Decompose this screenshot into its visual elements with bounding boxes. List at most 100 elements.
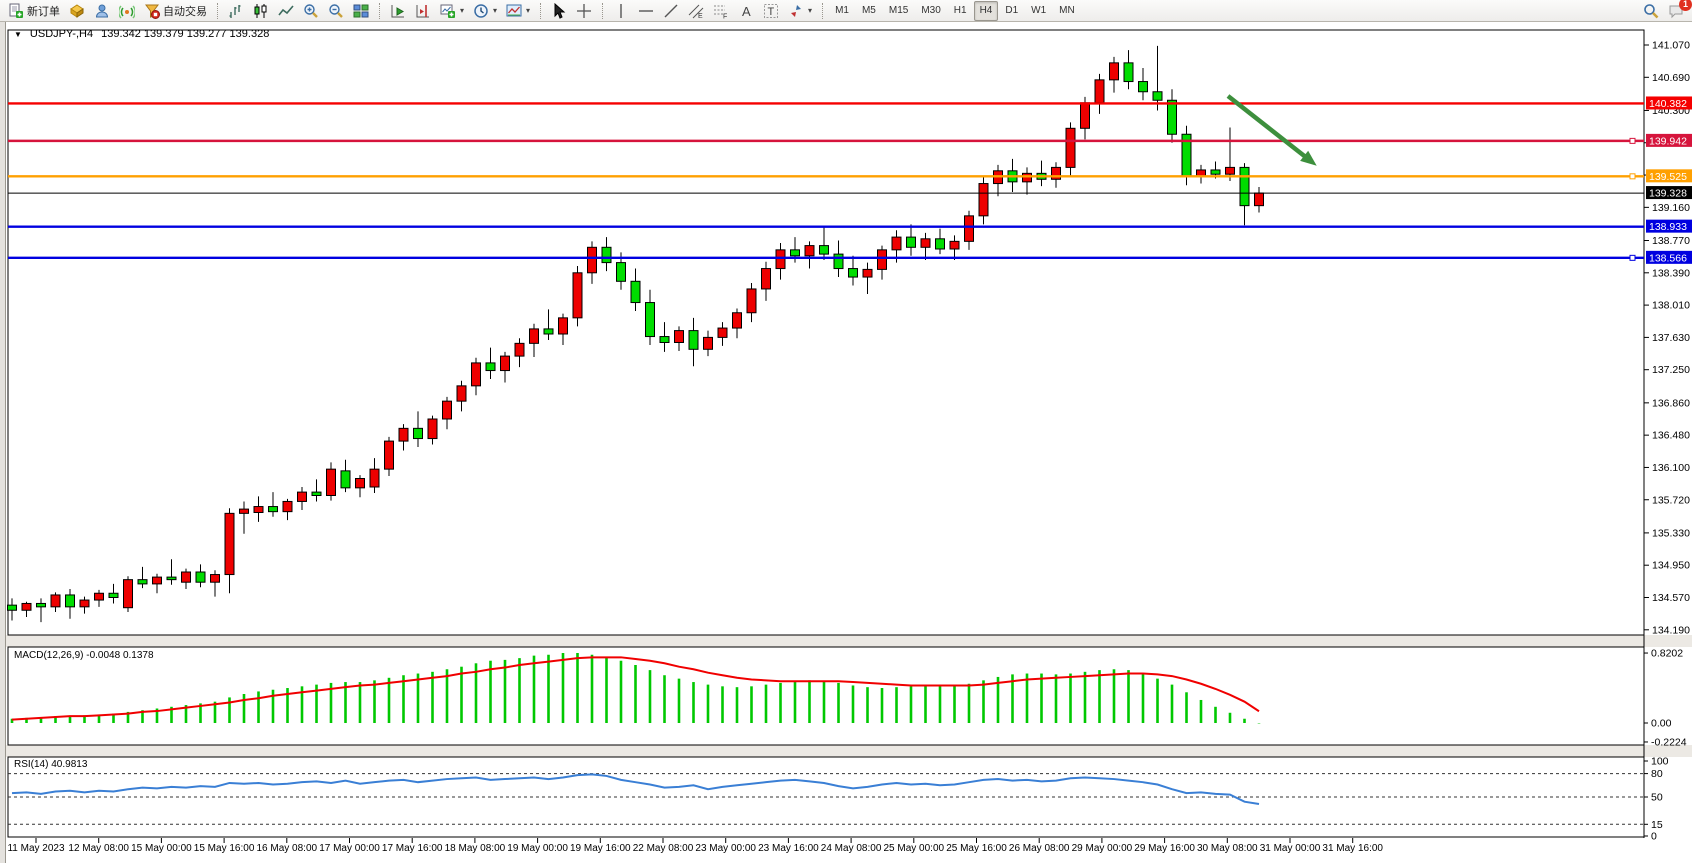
time-axis-label: 31 May 00:00	[1260, 843, 1321, 854]
svg-text:139.160: 139.160	[1652, 202, 1690, 214]
vertical-line-button[interactable]	[609, 1, 633, 21]
bear-candle	[833, 253, 844, 270]
trendline-button[interactable]	[659, 1, 683, 21]
bull-candle	[674, 330, 684, 344]
candlesticks	[7, 45, 1264, 623]
bull-candle	[703, 336, 713, 350]
timeframe-button-h1[interactable]: H1	[953, 5, 967, 16]
new-order-button[interactable]: 新订单	[4, 1, 64, 21]
chart-shift-button[interactable]	[411, 1, 435, 21]
bear-candle	[7, 604, 17, 611]
period-dropdown[interactable]: ▾	[469, 1, 501, 21]
crosshair-button[interactable]	[572, 1, 596, 21]
timeframe-button-m1[interactable]: M1	[835, 5, 849, 16]
new-chart-dropdown[interactable]: ▾	[436, 1, 468, 21]
timeframe-button-m5[interactable]: M5	[861, 5, 876, 16]
timeframe-button-m15[interactable]: M15	[888, 5, 909, 16]
time-axis[interactable]: 11 May 2023 12 May 08:00 15 May 00:00 15 Ma…	[7, 838, 1383, 854]
profile-button[interactable]	[90, 1, 114, 21]
bull-candle	[224, 512, 235, 576]
search-button[interactable]	[1639, 1, 1663, 21]
dropdown-caret-icon[interactable]: ▾	[526, 6, 531, 15]
bull-candle	[94, 592, 104, 601]
bear-candle	[1123, 62, 1134, 83]
autotrading-button[interactable]: 自动交易	[140, 1, 211, 21]
notification-badge: 1	[1679, 0, 1692, 11]
macd-pane: 0.8202 0.00 -0.2224	[10, 648, 1687, 748]
newchart-icon	[440, 3, 456, 19]
horizontal-lines: 140.382 139.942 139.525 139.328 138.933 138.5…	[8, 96, 1692, 264]
line-handle[interactable]	[1629, 173, 1636, 180]
dropdown-caret-icon[interactable]: ▾	[493, 6, 498, 15]
bull-candle	[732, 312, 742, 329]
candlestick-button[interactable]	[249, 1, 273, 21]
arrows-dropdown[interactable]: ▾	[784, 1, 816, 21]
bear-candle	[630, 280, 641, 304]
time-axis-label: 26 May 08:00	[1009, 843, 1070, 854]
channel-button[interactable]: E	[684, 1, 708, 21]
tiles-icon	[353, 3, 369, 19]
bull-candle	[1022, 172, 1032, 183]
svg-text:141.070: 141.070	[1652, 40, 1690, 52]
timeframe-button-w1[interactable]: W1	[1031, 5, 1047, 16]
svg-text:138.566: 138.566	[1649, 252, 1687, 264]
fibonacci-button[interactable]: F	[709, 1, 733, 21]
price-line-label	[1646, 169, 1692, 183]
signals-button[interactable]	[115, 1, 139, 21]
bull-candle	[384, 440, 394, 470]
dropdown-caret-icon[interactable]: ▾	[808, 6, 813, 15]
dropdown-caret-icon[interactable]: ▾	[460, 6, 465, 15]
timeframe-button-d1[interactable]: D1	[1005, 5, 1019, 16]
svg-text:135.330: 135.330	[1652, 527, 1690, 539]
svg-text:80: 80	[1651, 768, 1663, 780]
trend-arrow-annotation[interactable]	[1226, 94, 1317, 166]
bar-chart-button[interactable]	[224, 1, 248, 21]
timeframe-button-mn[interactable]: MN	[1059, 5, 1075, 16]
time-axis-label: 31 May 16:00	[1322, 843, 1383, 854]
svg-text:-0.2224: -0.2224	[1651, 736, 1687, 748]
zoom-in-button[interactable]	[299, 1, 323, 21]
line-chart-button[interactable]	[274, 1, 298, 21]
toolbar-separator	[376, 2, 383, 20]
cursor-button[interactable]	[547, 1, 571, 21]
text-button[interactable]: A	[734, 1, 758, 21]
line-handle[interactable]	[1629, 137, 1636, 144]
pane-divider[interactable]	[0, 635, 1692, 647]
bull-candle	[50, 594, 61, 608]
auto-scroll-button[interactable]	[386, 1, 410, 21]
collapse-triangle-icon[interactable]: ▼	[14, 29, 22, 39]
text-label-button[interactable]: T	[759, 1, 783, 21]
ohlc-values: 139.342 139.379 139.277 139.328	[101, 28, 270, 40]
bull-candle	[79, 599, 90, 608]
time-axis-label: 15 May 00:00	[131, 843, 192, 854]
zoom-out-button[interactable]	[324, 1, 348, 21]
svg-text:100: 100	[1651, 756, 1669, 768]
bull-candle	[253, 506, 264, 513]
crosshair-icon	[576, 3, 592, 19]
price-chart[interactable]: 141.070140.690140.300139.920139.540139.1…	[0, 22, 1692, 863]
bear-candle	[1167, 99, 1177, 135]
line-handle[interactable]	[1629, 254, 1636, 261]
timeframe-button-m30[interactable]: M30	[921, 5, 941, 16]
textA-icon: A	[738, 3, 754, 19]
cube-icon	[69, 3, 85, 19]
autotrade-icon	[144, 3, 160, 19]
svg-text:139.525: 139.525	[1649, 171, 1687, 183]
notifications-button[interactable]: 1	[1664, 0, 1692, 21]
template-dropdown[interactable]: ▾	[502, 1, 534, 21]
main-toolbar: 新订单 自动交易 ▾ ▾ ▾ E F A T ▾ M1 M5 M15 M30 H1 H4 D1 W1 MN 1	[0, 0, 1692, 22]
svg-text:139.328: 139.328	[1649, 188, 1687, 200]
chart-title: ▼ USDJPY-,H4 139.342 139.379 139.277 139…	[14, 28, 269, 40]
tile-windows-button[interactable]	[349, 1, 373, 21]
horizontal-line-button[interactable]	[634, 1, 658, 21]
styler-button[interactable]	[65, 1, 89, 21]
candles-icon	[253, 3, 269, 19]
chartshift-icon	[415, 3, 431, 19]
svg-text:134.190: 134.190	[1652, 624, 1690, 636]
pane-divider[interactable]	[0, 745, 1692, 757]
timeframe-button-h4[interactable]: H4	[973, 0, 999, 21]
svg-text:134.570: 134.570	[1652, 592, 1690, 604]
bull-candle	[21, 602, 32, 611]
price-line-label	[1646, 133, 1692, 147]
bull-candle	[529, 328, 539, 344]
